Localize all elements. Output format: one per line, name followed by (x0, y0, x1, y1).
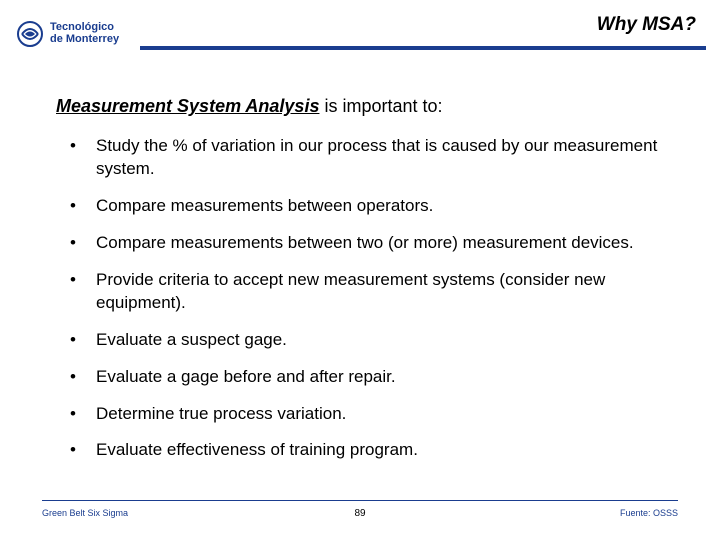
logo-line2: de Monterrey (50, 34, 119, 46)
footer-page-number: 89 (354, 508, 365, 519)
list-item: Provide criteria to accept new measureme… (70, 269, 664, 315)
slide-footer: Green Belt Six Sigma 89 Fuente: OSSS (0, 508, 720, 530)
footer-rule (42, 500, 678, 501)
footer-right: Fuente: OSSS (620, 508, 678, 518)
intro-line: Measurement System Analysis is important… (56, 96, 664, 117)
footer-left: Green Belt Six Sigma (42, 508, 128, 518)
slide-header: Tecnológico de Monterrey Why MSA? (0, 0, 720, 68)
bullet-list: Study the % of variation in our process … (56, 135, 664, 462)
slide-body: Measurement System Analysis is important… (0, 68, 720, 462)
slide-title: Why MSA? (597, 14, 696, 36)
logo-mark-icon (16, 20, 44, 48)
list-item: Evaluate effectiveness of training progr… (70, 439, 664, 462)
org-logo: Tecnológico de Monterrey (16, 20, 119, 48)
list-item: Evaluate a suspect gage. (70, 329, 664, 352)
list-item: Compare measurements between two (or mor… (70, 232, 664, 255)
intro-rest: is important to: (319, 96, 442, 116)
logo-text: Tecnológico de Monterrey (50, 22, 119, 45)
header-rule (140, 46, 706, 50)
list-item: Determine true process variation. (70, 403, 664, 426)
list-item: Evaluate a gage before and after repair. (70, 366, 664, 389)
list-item: Study the % of variation in our process … (70, 135, 664, 181)
intro-emphasis: Measurement System Analysis (56, 96, 319, 116)
list-item: Compare measurements between operators. (70, 195, 664, 218)
